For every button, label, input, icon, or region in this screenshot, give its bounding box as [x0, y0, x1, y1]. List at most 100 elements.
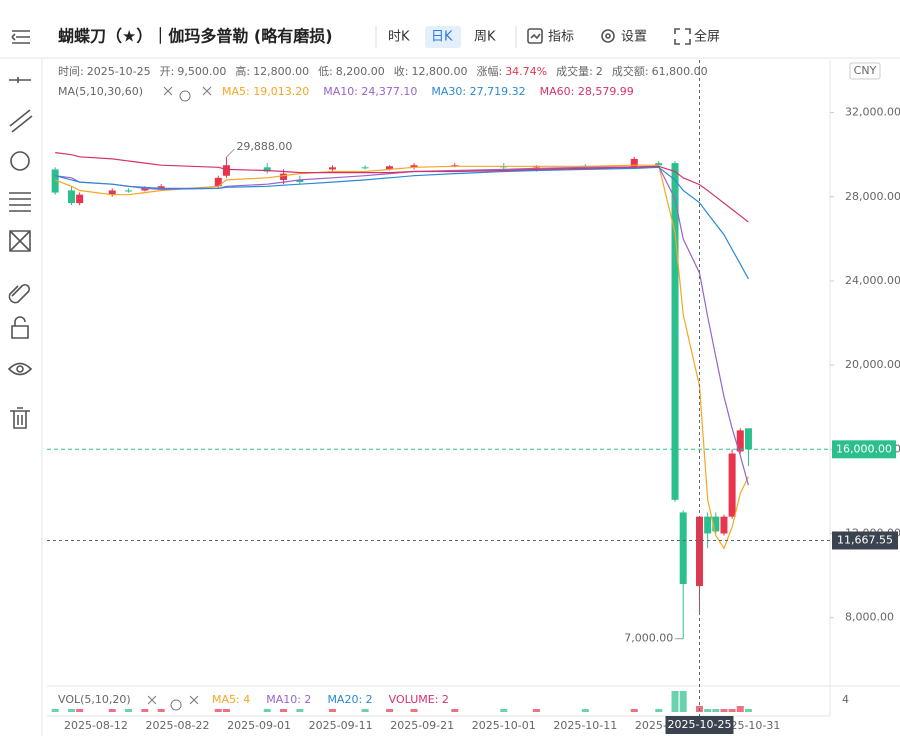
volume-label: VOLUME: 2 — [389, 693, 449, 706]
info-value: 34.74% — [505, 65, 547, 78]
tool-line[interactable] — [9, 77, 31, 83]
candle-body — [296, 179, 304, 183]
volume-bar — [655, 709, 663, 712]
volume-bar — [630, 709, 638, 712]
info-value: 9,500.00 — [177, 65, 226, 78]
info-value: 61,800.00 — [652, 65, 708, 78]
info-label: 低: — [318, 65, 333, 78]
y-tick-label: 24,000.00 — [845, 274, 900, 287]
volume-bar — [704, 709, 712, 712]
legend-icon — [189, 695, 199, 705]
y-tick-label: 28,000.00 — [845, 190, 900, 203]
y-tick-label: 8,000.00 — [845, 611, 894, 624]
info-label: 成交量: — [556, 64, 593, 78]
candle-body — [108, 190, 116, 195]
ma-label: MA30: 27,719.32 — [431, 85, 525, 98]
volume-bar — [214, 709, 222, 712]
info-label: 收: — [394, 64, 409, 78]
candle-body — [696, 516, 703, 587]
volume-bar — [76, 709, 84, 712]
candle-body — [704, 516, 712, 534]
indicator-button[interactable]: 指标 — [548, 30, 574, 45]
volume-bar — [581, 709, 589, 712]
period-button[interactable]: 时K — [388, 30, 410, 45]
tool-circle[interactable] — [10, 151, 30, 171]
crosshair-y-tag — [832, 531, 898, 550]
x-tick-label: 2025-08-22 — [146, 719, 210, 732]
volume-bar — [222, 709, 230, 712]
candle-body — [67, 190, 75, 204]
ma-line — [55, 152, 749, 223]
candle-body — [410, 165, 418, 168]
y-tick-label: 32,000.00 — [845, 106, 900, 119]
candle-body — [280, 173, 288, 180]
tool-lock[interactable] — [11, 316, 29, 339]
currency: CNY — [854, 64, 877, 77]
title: 蝴蝶刀（★）｜伽玛多普勒 (略有磨损) — [58, 27, 333, 46]
ma-line — [55, 166, 749, 280]
info-value: 2 — [596, 65, 603, 78]
candle-body — [328, 167, 336, 170]
x-tick-label: 2025-08-12 — [64, 719, 128, 732]
x-tick-label: 2025-10-11 — [553, 719, 617, 732]
volume-bar — [361, 709, 369, 712]
tool-eye[interactable] — [7, 362, 33, 376]
volume-label: MA10: 2 — [266, 693, 311, 706]
tool-pattern[interactable] — [9, 230, 31, 252]
period-button[interactable]: 日K — [431, 30, 453, 45]
x-tick-label: 2025-09-11 — [309, 719, 373, 732]
ma-line — [54, 164, 749, 550]
candle-body — [222, 165, 230, 176]
extreme-marker — [226, 148, 235, 158]
crosshair-x-tag — [665, 716, 734, 734]
volume-bar — [67, 709, 75, 712]
legend-icon — [163, 86, 173, 96]
tool-channel[interactable] — [9, 109, 33, 133]
extreme-label: 7,000.00 — [624, 632, 673, 645]
period-button[interactable]: 周K — [474, 30, 496, 45]
tool-fib[interactable] — [9, 192, 31, 212]
info-label: 成交额: — [612, 64, 649, 78]
sidebar — [7, 58, 43, 736]
volume-bar — [532, 709, 540, 712]
tool-eye-pupil — [16, 365, 24, 373]
volume-bar — [386, 709, 394, 712]
candle-body — [361, 167, 369, 169]
volume-label: MA5: 4 — [212, 693, 250, 706]
info-row: 时间: 2025-10-25 开: 9,500.00 高: 12,800.00 低: 8,20… — [58, 64, 708, 78]
crosshair-y-label: 11,667.55 — [837, 533, 893, 546]
tool-magnet[interactable] — [8, 283, 31, 304]
y-tick-label: 20,000.00 — [845, 358, 900, 371]
candle-body — [76, 194, 84, 204]
volume-bar — [744, 709, 752, 712]
candle-body — [736, 430, 744, 452]
volume-label: MA20: 2 — [327, 693, 372, 706]
volume-bar — [728, 709, 736, 712]
ma-label: MA60: 28,579.99 — [540, 85, 634, 98]
volume-bar — [720, 709, 728, 712]
legend-icon — [170, 699, 182, 711]
volume-bar — [296, 709, 304, 712]
volume-title: VOL(5,10,20) — [58, 693, 131, 706]
volume-bar — [108, 709, 116, 712]
ma-label: MA10: 24,377.10 — [323, 85, 417, 98]
legend-icon — [147, 695, 157, 705]
tool-delete[interactable] — [10, 407, 30, 429]
candle-body — [679, 512, 687, 584]
volume-bar — [500, 709, 508, 712]
ma-label: MA5: 19,013.20 — [222, 85, 309, 98]
menu-icon[interactable] — [11, 30, 30, 44]
ma-legend: MA5: 19,013.20 MA10: 24,377.10 MA30: 27,71… — [222, 85, 634, 98]
fullscreen-button[interactable]: 全屏 — [694, 29, 720, 45]
extreme-label: 29,888.00 — [236, 140, 292, 153]
settings-button[interactable]: 设置 — [621, 30, 647, 45]
last-price-tag — [832, 440, 896, 459]
legend-icon — [179, 90, 191, 102]
x-tick-label: 2025-10-01 — [472, 719, 536, 732]
volume-bar — [141, 709, 149, 712]
volume-bar — [679, 691, 687, 712]
info-label: 高: — [235, 64, 250, 78]
info-value: 12,800.00 — [411, 65, 467, 78]
